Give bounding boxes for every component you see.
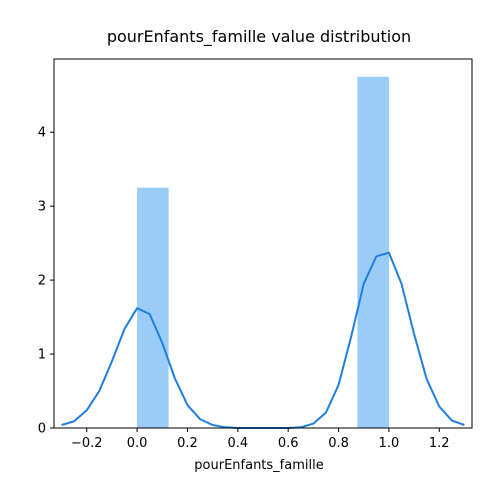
histogram-bar [137,187,169,428]
x-axis: −0.2 0.0 0.2 0.4 0.6 0.8 1.0 1.2 [71,428,450,451]
axes-frame [53,58,473,429]
y-tick-label: 4 [38,126,46,141]
x-tick-label: 0.2 [177,436,198,451]
x-tick-label: 1.0 [379,436,400,451]
x-tick-label: −0.2 [71,436,103,451]
x-tick-label: 0.8 [328,436,349,451]
x-tick-label: 0.4 [227,436,248,451]
y-tick-label: 1 [38,348,46,363]
chart-title: pourEnfants_famille value distribution [107,27,411,47]
x-tick-label: 0.0 [127,436,148,451]
y-tick-label: 3 [38,200,46,215]
y-tick-label: 0 [38,422,46,437]
plot-area [61,76,465,429]
histogram-bar [357,76,389,428]
x-axis-label: pourEnfants_famille [194,458,323,473]
x-tick-label: 1.2 [429,436,450,451]
kde-line [61,251,465,429]
y-axis: 0 1 2 3 4 [38,126,54,437]
x-tick-label: 0.6 [278,436,299,451]
y-tick-label: 2 [38,274,46,289]
